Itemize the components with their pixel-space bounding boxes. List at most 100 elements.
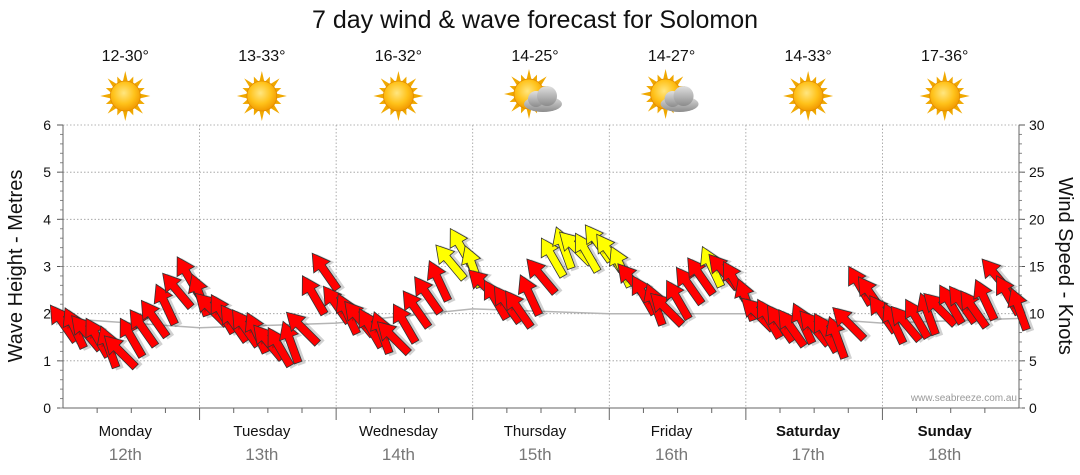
wind-arrow: [392, 303, 423, 346]
wind-arrow-shape: [517, 274, 544, 317]
temperature-range: 13-33°: [238, 48, 285, 65]
wind-arrow-shape: [285, 311, 321, 347]
sun-ray: [822, 93, 834, 99]
sun-ray: [927, 104, 936, 114]
day-date: 15th: [518, 445, 551, 464]
wind-arrow-shape: [832, 306, 868, 343]
sun-ray: [122, 71, 128, 82]
wind-arrow-shape: [153, 283, 179, 327]
cloud-part: [537, 86, 557, 106]
wind-arrow-shape: [278, 320, 303, 365]
day-date: 16th: [655, 445, 688, 464]
sun-icon: [373, 71, 424, 121]
sun-ray: [663, 108, 668, 119]
wind-arrow-shape: [666, 279, 693, 322]
day-name: Thursday: [504, 423, 567, 440]
sun-ray: [511, 76, 521, 86]
temperature-range: 17-36°: [921, 48, 968, 65]
sun-icon: [919, 71, 970, 121]
sun-ray: [396, 110, 401, 121]
day-name: Wednesday: [359, 423, 438, 440]
wind-arrow-shape: [311, 252, 342, 293]
wind-arrow: [285, 311, 325, 347]
sun-ray: [647, 76, 657, 86]
wind-arrow-shape: [402, 290, 433, 330]
sun-ray: [236, 93, 248, 99]
right-tick-label: 15: [1029, 259, 1045, 275]
wind-arrow: [435, 244, 472, 282]
wind-arrow: [103, 335, 143, 371]
sun-ray: [942, 110, 948, 121]
wind-arrow: [675, 266, 710, 307]
right-tick-label: 0: [1029, 400, 1037, 416]
sun-ray: [259, 71, 265, 82]
wind-arrow: [311, 252, 345, 293]
day-name: Saturday: [776, 423, 841, 440]
sun-ray: [407, 104, 417, 114]
day-column: 14-25° Thursday 15th: [504, 48, 567, 464]
sun-ray: [927, 78, 936, 88]
day-column: 16-32° Wednesday 14th: [359, 48, 438, 464]
sun-ray: [380, 78, 390, 88]
sun-ray: [953, 104, 963, 114]
day-date: 14th: [382, 445, 415, 464]
wind-arrow-shape: [426, 259, 453, 303]
wind-arrow: [505, 290, 539, 330]
temperature-range: 16-32°: [375, 48, 422, 65]
left-tick-label: 5: [43, 164, 51, 180]
day-date: 12th: [109, 445, 142, 464]
left-tick-label: 4: [43, 211, 51, 227]
wind-arrow-shape: [526, 258, 559, 296]
sun-ray: [270, 78, 280, 88]
sun-ray: [816, 104, 826, 114]
left-axis-title: Wave Height - Metres: [5, 170, 27, 363]
left-tick-label: 1: [43, 353, 51, 369]
left-tick-label: 6: [43, 117, 51, 133]
right-tick-label: 20: [1029, 211, 1045, 227]
sun-ray: [259, 110, 265, 121]
sun-ray: [107, 104, 117, 114]
day-column: 13-33° Tuesday 13th: [233, 48, 290, 464]
wind-arrow: [119, 317, 150, 360]
day-date: 18th: [928, 445, 961, 464]
sun-ray: [919, 93, 930, 99]
sun-ray: [134, 78, 143, 88]
wind-arrow-shape: [825, 315, 849, 360]
day-column: 14-27° Friday 16th: [640, 48, 699, 464]
wind-arrow-shape: [103, 335, 139, 371]
sun-disc: [109, 80, 141, 112]
sun-ray: [526, 108, 532, 119]
wind-arrow: [414, 276, 448, 316]
wind-series: [49, 224, 1035, 371]
sun-icon: [236, 71, 287, 121]
sun-ray: [663, 69, 668, 80]
wind-arrow-shape: [392, 303, 420, 345]
wind-arrow: [153, 283, 183, 328]
sun-icon: [783, 71, 834, 121]
day-name: Friday: [651, 423, 693, 440]
sun-ray: [537, 76, 547, 86]
temperature-range: 12-30°: [102, 48, 149, 65]
wind-arrow: [426, 259, 456, 304]
right-axis-title: Wind Speed - Knots: [1054, 177, 1076, 355]
right-tick-label: 5: [1029, 353, 1037, 369]
wind-arrow: [402, 290, 436, 330]
sun-ray: [270, 104, 280, 114]
sun-cloud-icon: [504, 69, 562, 119]
credit-text: www.seabreeze.com.au: [910, 393, 1017, 404]
wind-arrow-shape: [687, 257, 717, 297]
wind-arrow-shape: [574, 232, 602, 274]
wind-arrow: [540, 237, 571, 280]
wind-arrow-shape: [435, 244, 468, 282]
wind-arrow: [526, 258, 563, 296]
sun-ray: [140, 93, 151, 99]
day-column: 14-33° Saturday 17th: [776, 48, 841, 464]
sun-ray: [407, 78, 417, 88]
wind-arrow-shape: [540, 237, 568, 279]
day-column: 17-36° Sunday 18th: [918, 48, 973, 464]
wind-arrow-shape: [973, 278, 999, 322]
wind-arrow: [666, 279, 697, 322]
temperature-range: 14-27°: [648, 48, 695, 65]
sun-ray: [790, 104, 800, 114]
